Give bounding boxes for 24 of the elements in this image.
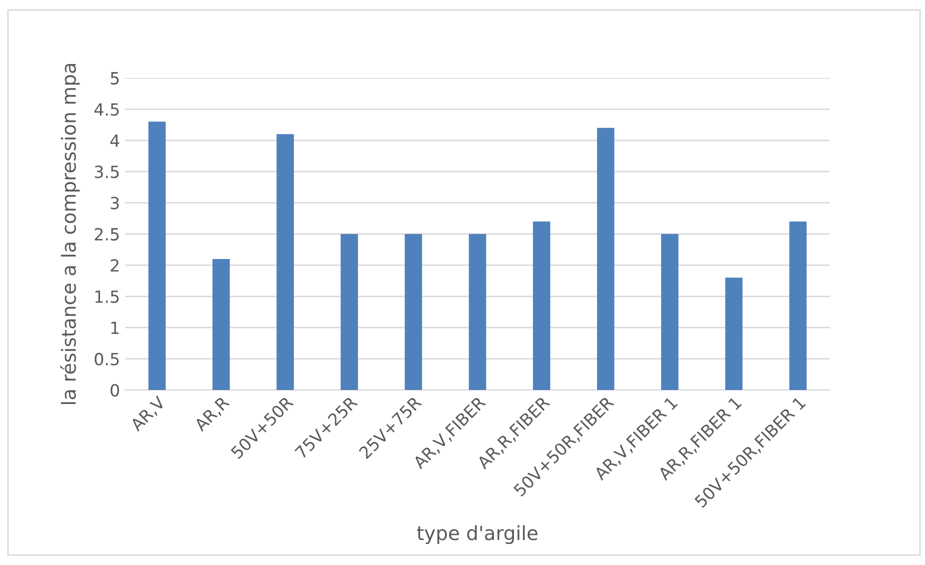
y-tick-label: 4.5 <box>94 103 119 116</box>
bar <box>532 222 550 390</box>
y-tick-label: 1.5 <box>95 290 119 303</box>
bar <box>468 234 486 390</box>
bar <box>661 234 678 390</box>
y-tick-label: 5 <box>110 72 119 85</box>
y-tick-label: 0 <box>110 384 120 397</box>
bar <box>212 258 230 390</box>
bar <box>276 134 294 390</box>
y-tick-label: 1 <box>111 322 119 334</box>
bar <box>725 278 743 390</box>
bar <box>404 234 422 390</box>
bar <box>597 128 614 390</box>
y-tick-label: 0.5 <box>94 352 119 366</box>
y-tick-label: 3 <box>110 196 119 210</box>
y-axis-title: la résistance a la compression mpa <box>60 64 80 404</box>
bar <box>340 234 358 390</box>
y-tick-label: 2.5 <box>94 228 119 241</box>
y-tick-label: 2 <box>110 259 118 272</box>
bar <box>148 122 166 390</box>
bar <box>789 222 807 390</box>
y-tick-label: 4 <box>110 134 120 147</box>
y-tick-label: 3.5 <box>94 166 119 178</box>
x-axis-title: type d'argile <box>417 525 538 544</box>
